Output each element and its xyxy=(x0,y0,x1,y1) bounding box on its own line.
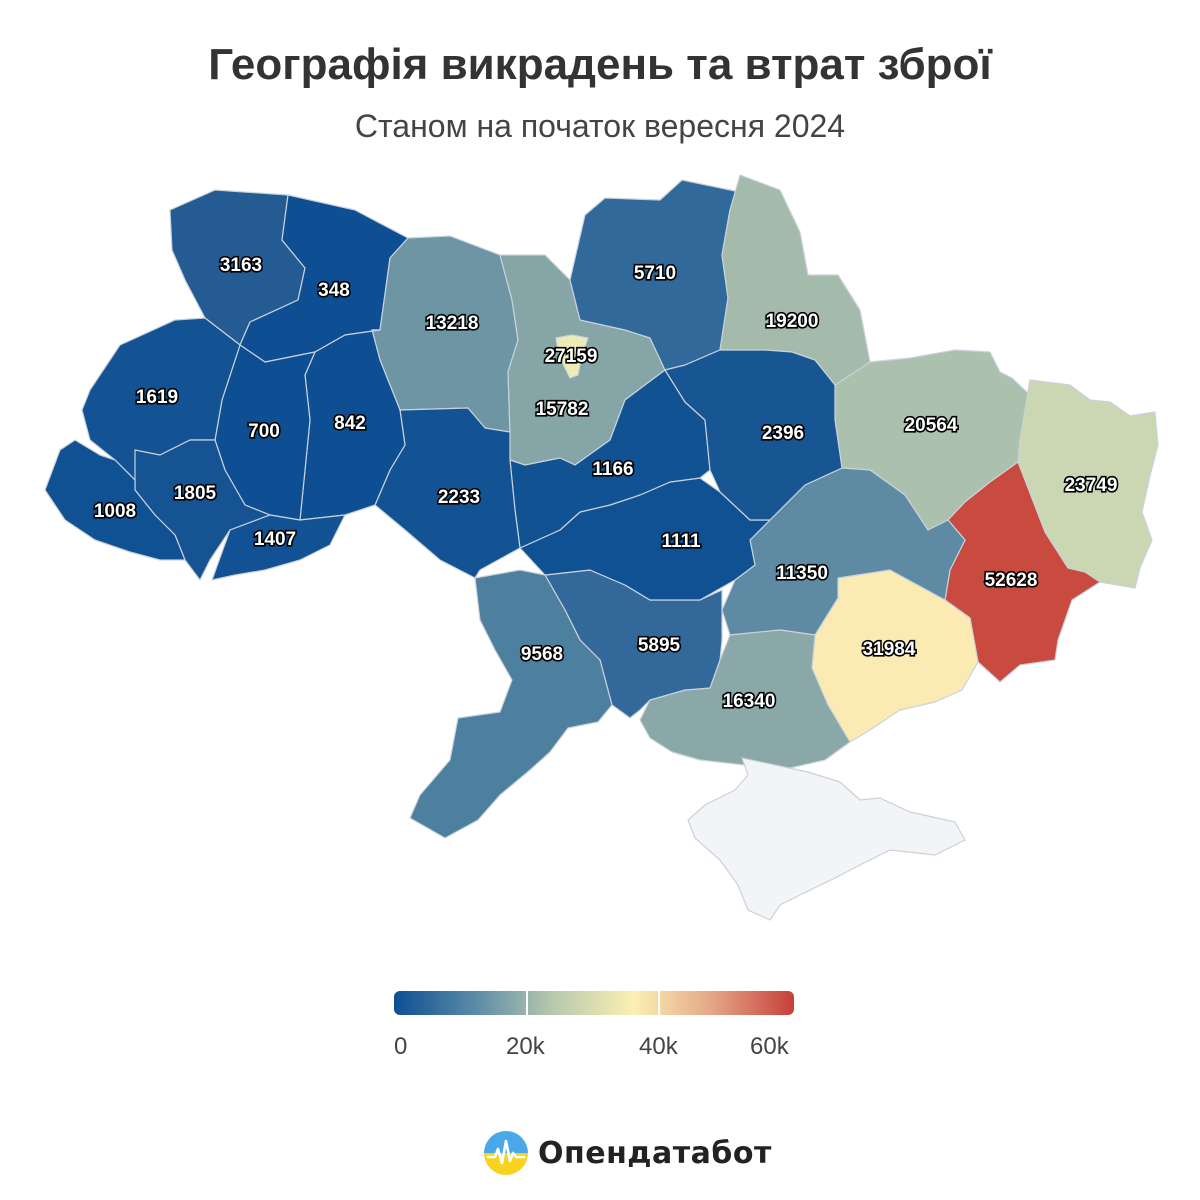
page-title: Географія викрадень та втрат зброї xyxy=(208,40,992,89)
label-ternopil: 700 xyxy=(248,421,280,442)
label-vinnytsia: 2233 xyxy=(438,487,480,508)
label-donetsk: 52628 xyxy=(985,570,1038,591)
label-mykolaiv: 5895 xyxy=(638,635,681,656)
label-kherson: 16340 xyxy=(723,691,776,712)
legend-separator xyxy=(658,991,660,1015)
label-luhansk: 23749 xyxy=(1065,475,1118,496)
legend-tick-60k: 60k xyxy=(750,1033,789,1060)
label-dnipro: 11350 xyxy=(776,563,828,584)
brand: Опендатабот xyxy=(484,1130,772,1176)
label-sumy: 19200 xyxy=(766,311,819,332)
color-scale-legend: 0 20k 40k 60k xyxy=(394,991,794,1071)
label-kyiv-oblast: 15782 xyxy=(536,399,589,420)
label-chernihiv: 5710 xyxy=(634,263,676,284)
label-odesa: 9568 xyxy=(521,644,563,665)
label-volyn: 3163 xyxy=(220,255,262,276)
legend-tick-20k: 20k xyxy=(506,1033,545,1060)
label-khmelnytskyi: 842 xyxy=(334,413,366,434)
label-poltava: 2396 xyxy=(762,423,804,444)
region-kyiv-city[interactable] xyxy=(555,334,589,379)
opendatabot-logo-icon xyxy=(484,1131,528,1175)
label-zhytomyr: 13218 xyxy=(426,313,479,334)
legend-tick-40k: 40k xyxy=(639,1033,678,1060)
brand-name: Опендатабот xyxy=(538,1135,772,1171)
label-rivne: 348 xyxy=(318,280,350,301)
region-zakarpattia[interactable] xyxy=(44,439,186,561)
region-odesa[interactable] xyxy=(409,569,613,839)
region-chernivtsi[interactable] xyxy=(211,514,346,581)
legend-separator xyxy=(526,991,528,1015)
region-dnipro[interactable] xyxy=(721,467,966,636)
label-zaporizhzhia: 31984 xyxy=(863,639,916,660)
region-crimea[interactable] xyxy=(687,757,966,921)
label-chernivtsi: 1407 xyxy=(254,529,296,550)
page-subtitle: Станом на початок вересня 2024 xyxy=(354,108,846,144)
legend-gradient-bar xyxy=(394,991,794,1015)
label-kyiv-city: 27159 xyxy=(545,346,598,367)
label-lviv: 1619 xyxy=(136,387,178,408)
legend-tick-0: 0 xyxy=(394,1033,408,1060)
region-poltava[interactable] xyxy=(664,349,843,521)
label-kirovohrad: 1111 xyxy=(661,531,701,552)
label-zakarpattia: 1008 xyxy=(94,501,136,522)
label-kharkiv: 20564 xyxy=(905,415,958,436)
label-cherkasy: 1166 xyxy=(592,459,633,480)
label-ivano-frankivsk: 1805 xyxy=(174,483,217,504)
